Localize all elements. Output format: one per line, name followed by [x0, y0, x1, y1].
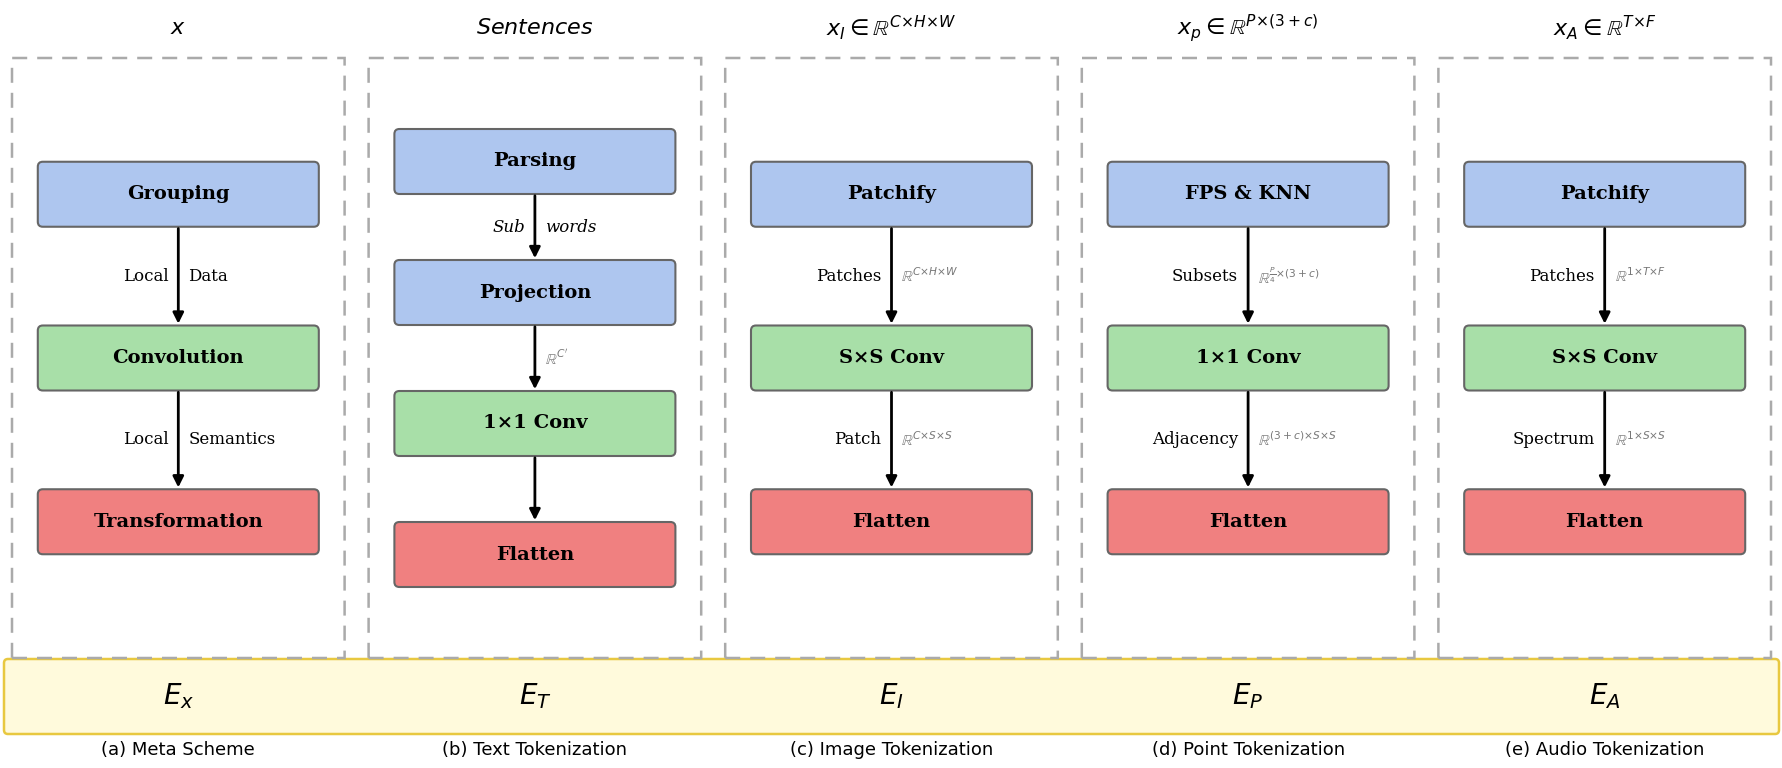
Text: $\mathit{x}_I \in \mathbb{R}^{C{\times}H{\times}W}$: $\mathit{x}_I \in \mathbb{R}^{C{\times}H… — [827, 14, 955, 42]
Text: Convolution: Convolution — [112, 349, 244, 367]
Text: $\mathbb{R}^{C{\times}H{\times}W}$: $\mathbb{R}^{C{\times}H{\times}W}$ — [902, 266, 959, 286]
Text: $E_I$: $E_I$ — [879, 682, 903, 711]
Text: Adjacency: Adjacency — [1151, 432, 1237, 449]
Text: (c) Image Tokenization: (c) Image Tokenization — [789, 741, 993, 759]
FancyBboxPatch shape — [37, 162, 319, 227]
Text: Grouping: Grouping — [127, 185, 230, 204]
Text: $\mathit{x}_p \in \mathbb{R}^{P{\times}(3+c)}$: $\mathit{x}_p \in \mathbb{R}^{P{\times}(… — [1176, 12, 1319, 44]
Text: $\mathit{x}_A \in \mathbb{R}^{T{\times}F}$: $\mathit{x}_A \in \mathbb{R}^{T{\times}F… — [1552, 14, 1655, 42]
FancyBboxPatch shape — [1107, 489, 1388, 554]
FancyBboxPatch shape — [394, 260, 675, 325]
Text: Projection: Projection — [478, 283, 592, 302]
Text: (d) Point Tokenization: (d) Point Tokenization — [1151, 741, 1344, 759]
Text: $\mathbb{R}^{C'}$: $\mathbb{R}^{C'}$ — [545, 349, 568, 368]
FancyBboxPatch shape — [1463, 326, 1745, 390]
Text: $\mathit{x}$: $\mathit{x}$ — [171, 17, 185, 39]
Text: 1×1 Conv: 1×1 Conv — [483, 415, 586, 432]
Text: $E_x$: $E_x$ — [162, 682, 194, 711]
Text: Patchify: Patchify — [1559, 185, 1648, 204]
Text: S×S Conv: S×S Conv — [1552, 349, 1655, 367]
FancyBboxPatch shape — [1463, 489, 1745, 554]
Text: 1×1 Conv: 1×1 Conv — [1196, 349, 1299, 367]
Text: Patchify: Patchify — [846, 185, 936, 204]
Text: $\mathbb{R}^{(3+c){\times}S{\times}S}$: $\mathbb{R}^{(3+c){\times}S{\times}S}$ — [1258, 431, 1336, 449]
FancyBboxPatch shape — [750, 326, 1032, 390]
Text: words: words — [545, 219, 595, 236]
Text: (a) Meta Scheme: (a) Meta Scheme — [102, 741, 255, 759]
Text: Flatten: Flatten — [1208, 513, 1287, 531]
Text: Data: Data — [189, 267, 228, 285]
Text: Patches: Patches — [1529, 267, 1593, 285]
Text: (e) Audio Tokenization: (e) Audio Tokenization — [1504, 741, 1704, 759]
Text: Sub: Sub — [492, 219, 524, 236]
FancyBboxPatch shape — [750, 489, 1032, 554]
Text: $\mathit{Sentences}$: $\mathit{Sentences}$ — [476, 17, 593, 39]
FancyBboxPatch shape — [37, 489, 319, 554]
FancyBboxPatch shape — [394, 391, 675, 456]
Text: Local: Local — [123, 267, 168, 285]
Text: FPS & KNN: FPS & KNN — [1185, 185, 1310, 204]
FancyBboxPatch shape — [394, 522, 675, 587]
Text: Patch: Patch — [834, 432, 880, 449]
Text: (b) Text Tokenization: (b) Text Tokenization — [442, 741, 627, 759]
FancyBboxPatch shape — [394, 129, 675, 194]
Text: S×S Conv: S×S Conv — [839, 349, 943, 367]
FancyBboxPatch shape — [1107, 162, 1388, 227]
FancyBboxPatch shape — [1107, 326, 1388, 390]
Text: Local: Local — [123, 432, 168, 449]
FancyBboxPatch shape — [37, 326, 319, 390]
Text: $E_A$: $E_A$ — [1588, 682, 1620, 711]
Text: Patches: Patches — [816, 267, 880, 285]
Text: Transformation: Transformation — [93, 513, 264, 531]
Text: Flatten: Flatten — [495, 545, 574, 564]
FancyBboxPatch shape — [1463, 162, 1745, 227]
Text: $E_T$: $E_T$ — [519, 682, 551, 711]
Text: $\mathbb{R}^{\frac{P}{4}{\times}(3+c)}$: $\mathbb{R}^{\frac{P}{4}{\times}(3+c)}$ — [1258, 266, 1319, 286]
Text: Semantics: Semantics — [189, 432, 276, 449]
Text: Spectrum: Spectrum — [1511, 432, 1593, 449]
Text: Flatten: Flatten — [852, 513, 930, 531]
Text: Subsets: Subsets — [1171, 267, 1237, 285]
Text: $\mathbb{R}^{1{\times}S{\times}S}$: $\mathbb{R}^{1{\times}S{\times}S}$ — [1614, 431, 1664, 449]
Text: $\mathbb{R}^{C{\times}S{\times}S}$: $\mathbb{R}^{C{\times}S{\times}S}$ — [902, 431, 953, 449]
Text: Flatten: Flatten — [1565, 513, 1643, 531]
FancyBboxPatch shape — [750, 162, 1032, 227]
Text: Parsing: Parsing — [494, 153, 576, 170]
Text: $\mathbb{R}^{1{\times}T{\times}F}$: $\mathbb{R}^{1{\times}T{\times}F}$ — [1614, 266, 1664, 286]
Text: $E_P$: $E_P$ — [1231, 682, 1263, 711]
FancyBboxPatch shape — [4, 659, 1778, 734]
